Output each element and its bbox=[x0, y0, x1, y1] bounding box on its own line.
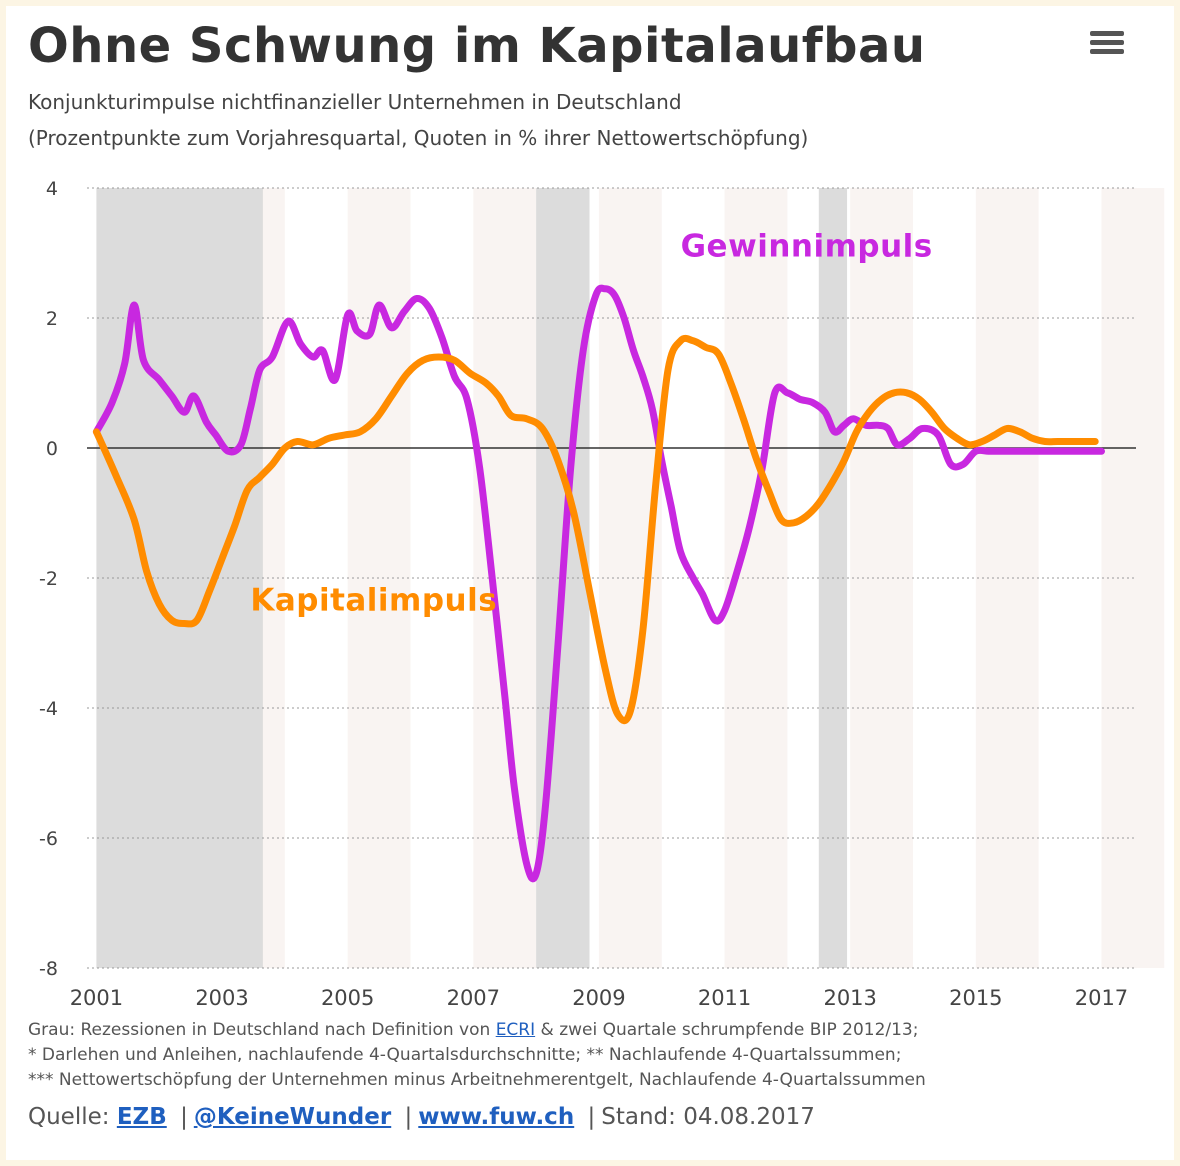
line-chart: 4 2 0 -2 -4 -6 -8 2001 2003 2005 2007 2009 2011 2013… bbox=[39, 178, 1165, 1010]
x-tick-label: 2001 bbox=[70, 986, 123, 1010]
annotation-kapitalimpuls: Kapitalimpuls bbox=[250, 583, 497, 619]
series-line-gewinnimpuls bbox=[92, 284, 1105, 883]
chart-title: Ohne Schwung im Kapitalaufbau bbox=[28, 18, 926, 74]
y-tick-label: -4 bbox=[39, 698, 58, 720]
y-tick-label: -8 bbox=[39, 958, 58, 980]
stand-date: Stand: 04.08.2017 bbox=[601, 1104, 815, 1130]
source-label: Quelle: bbox=[28, 1104, 110, 1130]
ecri-link[interactable]: ECRI bbox=[495, 1020, 536, 1040]
footnotes: Grau: Rezessionen in Deutschland nach De… bbox=[28, 1018, 1148, 1093]
year-stripe bbox=[598, 188, 662, 968]
y-tick-label: -2 bbox=[39, 568, 58, 590]
background-bands bbox=[96, 188, 1165, 968]
fuw-link[interactable]: www.fuw.ch bbox=[418, 1104, 575, 1130]
x-tick-label: 2009 bbox=[572, 986, 625, 1010]
keinewunder-link[interactable]: @KeineWunder bbox=[193, 1104, 392, 1130]
annotation-gewinnimpuls: Gewinnimpuls bbox=[681, 228, 933, 264]
grid-lines bbox=[87, 187, 1136, 969]
source-line: Quelle: EZB | @KeineWunder | www.fuw.ch | S… bbox=[28, 1104, 815, 1130]
annotations: Gewinnimpuls Kapitalimpuls bbox=[250, 228, 932, 618]
y-tick-label: -6 bbox=[39, 828, 58, 850]
y-tick-label: 0 bbox=[46, 438, 58, 460]
recession-band bbox=[96, 188, 263, 968]
x-tick-label: 2013 bbox=[823, 986, 876, 1010]
x-tick-label: 2005 bbox=[321, 986, 374, 1010]
y-tick-label: 2 bbox=[46, 308, 58, 330]
y-axis: 4 2 0 -2 -4 -6 -8 bbox=[39, 178, 58, 980]
x-tick-label: 2007 bbox=[447, 986, 500, 1010]
y-tick-label: 4 bbox=[46, 178, 58, 200]
footnote-line3: *** Nettowertschöpfung der Unternehmen m… bbox=[28, 1070, 926, 1090]
series-line-kapitalimpuls bbox=[92, 334, 1099, 725]
x-tick-label: 2015 bbox=[949, 986, 1002, 1010]
series-lines bbox=[92, 284, 1105, 883]
footnote-line1: Grau: Rezessionen in Deutschland nach De… bbox=[28, 1020, 919, 1040]
ezb-link[interactable]: EZB bbox=[116, 1104, 167, 1130]
hamburger-menu-icon[interactable] bbox=[1090, 28, 1126, 58]
x-tick-label: 2017 bbox=[1075, 986, 1128, 1010]
x-axis: 2001 2003 2005 2007 2009 2011 2013 2015 2017 bbox=[70, 986, 1128, 1010]
x-tick-label: 2003 bbox=[195, 986, 248, 1010]
chart-subtitle-line2: (Prozentpunkte zum Vorjahresquartal, Quo… bbox=[28, 126, 809, 150]
chart-subtitle-line1: Konjunkturimpulse nichtfinanzieller Unte… bbox=[28, 90, 682, 114]
footnote-line2: * Darlehen und Anleihen, nachlaufende 4-… bbox=[28, 1045, 902, 1065]
x-tick-label: 2011 bbox=[698, 986, 751, 1010]
